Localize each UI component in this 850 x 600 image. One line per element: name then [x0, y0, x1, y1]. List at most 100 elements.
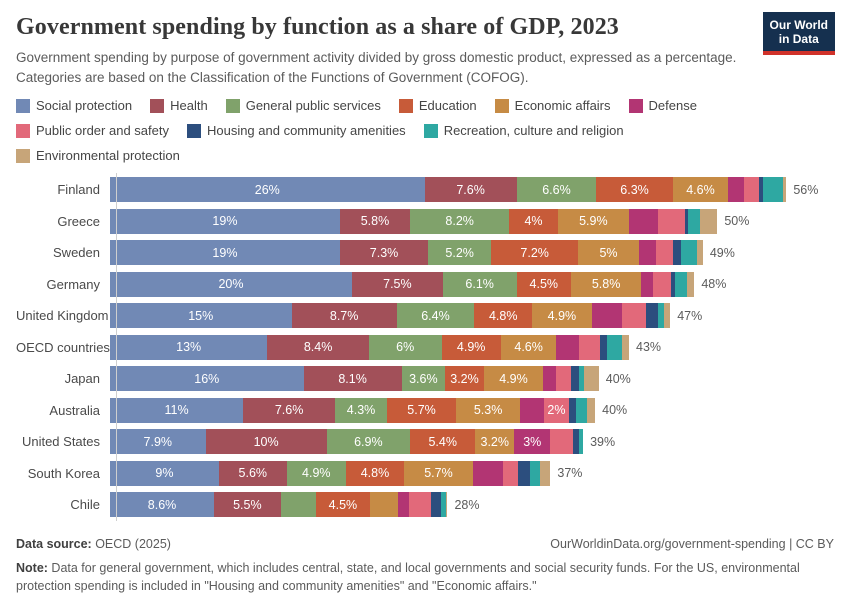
- bar-segment[interactable]: [568, 397, 576, 423]
- bar-segment[interactable]: 4.5%: [315, 492, 371, 518]
- bar-segment[interactable]: 6.4%: [396, 303, 475, 329]
- country-label[interactable]: Australia: [49, 402, 100, 418]
- bar-segment[interactable]: 5.6%: [218, 460, 287, 486]
- country-label[interactable]: Sweden: [53, 245, 100, 261]
- bar-segment[interactable]: 8.4%: [267, 334, 369, 360]
- bar-segment[interactable]: [397, 492, 409, 518]
- bar-segment[interactable]: 8.2%: [410, 208, 510, 234]
- bar-segment[interactable]: [641, 271, 654, 297]
- bar-segment[interactable]: [744, 177, 759, 203]
- bar-segment[interactable]: [441, 492, 447, 518]
- bar-segment[interactable]: 10%: [205, 429, 327, 455]
- bar-segment[interactable]: [573, 429, 580, 455]
- country-label[interactable]: Germany: [46, 276, 100, 292]
- bar-segment[interactable]: [539, 460, 551, 486]
- bar-segment[interactable]: 5.8%: [570, 271, 642, 297]
- bar-segment[interactable]: [517, 460, 530, 486]
- bar-segment[interactable]: 5.2%: [428, 240, 492, 266]
- country-label[interactable]: Greece: [57, 213, 100, 229]
- bar-segment[interactable]: [696, 240, 703, 266]
- legend-item[interactable]: Health: [150, 98, 208, 113]
- bar-segment[interactable]: 13%: [110, 334, 268, 360]
- bar-segment[interactable]: 4%: [509, 208, 558, 234]
- bar-segment[interactable]: 6.9%: [326, 429, 411, 455]
- legend-item[interactable]: General public services: [225, 98, 381, 113]
- bar-segment[interactable]: 6.1%: [442, 271, 517, 297]
- bar-segment[interactable]: [763, 177, 783, 203]
- bar-segment[interactable]: 3%: [514, 429, 551, 455]
- bar-segment[interactable]: 4.5%: [516, 271, 571, 297]
- bar-segment[interactable]: [529, 460, 540, 486]
- bar-segment[interactable]: 4.6%: [500, 334, 557, 360]
- bar-segment[interactable]: 26%: [110, 177, 425, 203]
- bar-segment[interactable]: [446, 492, 448, 518]
- bar-segment[interactable]: [658, 303, 665, 329]
- legend-item[interactable]: Housing and community amenities: [186, 123, 406, 138]
- bar-segment[interactable]: 7.6%: [243, 397, 336, 423]
- bar-segment[interactable]: [579, 429, 584, 455]
- bar-segment[interactable]: [280, 492, 316, 518]
- bar-segment[interactable]: 5%: [578, 240, 639, 266]
- bar-segment[interactable]: 6.6%: [516, 177, 597, 203]
- bar-segment[interactable]: 11%: [110, 397, 244, 423]
- bar-segment[interactable]: [600, 334, 608, 360]
- bar-segment[interactable]: [684, 208, 689, 234]
- bar-segment[interactable]: [638, 240, 656, 266]
- bar-segment[interactable]: [782, 177, 787, 203]
- bar-segment[interactable]: 8.7%: [291, 303, 397, 329]
- bar-segment[interactable]: 8.6%: [110, 492, 215, 518]
- bar-segment[interactable]: 8.1%: [303, 366, 402, 392]
- bar-segment[interactable]: [579, 334, 600, 360]
- country-label[interactable]: United Kingdom: [16, 308, 109, 324]
- bar-segment[interactable]: [728, 177, 744, 203]
- bar-segment[interactable]: [591, 303, 622, 329]
- bar-segment[interactable]: 9%: [110, 460, 219, 486]
- bar-segment[interactable]: 7.9%: [110, 429, 206, 455]
- legend-item[interactable]: Education: [398, 98, 477, 113]
- bar-segment[interactable]: [688, 208, 701, 234]
- bar-segment[interactable]: [675, 271, 688, 297]
- bar-segment[interactable]: 3.6%: [401, 366, 446, 392]
- bar-segment[interactable]: 3.2%: [475, 429, 515, 455]
- bar-segment[interactable]: [430, 492, 442, 518]
- country-label[interactable]: Finland: [57, 182, 100, 198]
- bar-segment[interactable]: [758, 177, 764, 203]
- bar-segment[interactable]: [370, 492, 398, 518]
- bar-segment[interactable]: [658, 208, 685, 234]
- bar-segment[interactable]: 16%: [110, 366, 304, 392]
- bar-segment[interactable]: 5.5%: [214, 492, 281, 518]
- bar-segment[interactable]: [556, 334, 580, 360]
- bar-segment[interactable]: 4.8%: [474, 303, 533, 329]
- bar-segment[interactable]: [653, 271, 672, 297]
- bar-segment[interactable]: 4.9%: [286, 460, 346, 486]
- bar-segment[interactable]: 5.8%: [339, 208, 411, 234]
- bar-segment[interactable]: 4.9%: [441, 334, 501, 360]
- country-label[interactable]: Japan: [64, 371, 100, 387]
- bar-segment[interactable]: 15%: [110, 303, 292, 329]
- country-label[interactable]: Chile: [70, 497, 100, 513]
- bar-segment[interactable]: 7.5%: [352, 271, 443, 297]
- bar-segment[interactable]: 6%: [368, 334, 442, 360]
- bar-segment[interactable]: [556, 366, 571, 392]
- bar-segment[interactable]: 4.9%: [532, 303, 592, 329]
- bar-segment[interactable]: 7.3%: [339, 240, 429, 266]
- bar-segment[interactable]: 19%: [110, 240, 340, 266]
- owid-logo[interactable]: Our World in Data: [762, 12, 835, 55]
- bar-segment[interactable]: [543, 366, 557, 392]
- bar-segment[interactable]: [700, 208, 718, 234]
- bar-segment[interactable]: 5.9%: [557, 208, 630, 234]
- bar-segment[interactable]: 4.9%: [483, 366, 544, 392]
- bar-segment[interactable]: 5.3%: [456, 397, 521, 423]
- bar-segment[interactable]: 7.6%: [424, 177, 517, 203]
- bar-segment[interactable]: 5.4%: [410, 429, 476, 455]
- bar-segment[interactable]: 3.2%: [445, 366, 484, 392]
- bar-segment[interactable]: 5.7%: [404, 460, 473, 486]
- owid-url-link[interactable]: OurWorldinData.org/government-spending |…: [550, 537, 834, 552]
- bar-segment[interactable]: 5.7%: [387, 397, 457, 423]
- bar-segment[interactable]: [503, 460, 518, 486]
- bar-segment[interactable]: [672, 240, 682, 266]
- bar-segment[interactable]: [586, 397, 596, 423]
- bar-segment[interactable]: [681, 240, 697, 266]
- bar-segment[interactable]: [472, 460, 504, 486]
- bar-segment[interactable]: [621, 334, 630, 360]
